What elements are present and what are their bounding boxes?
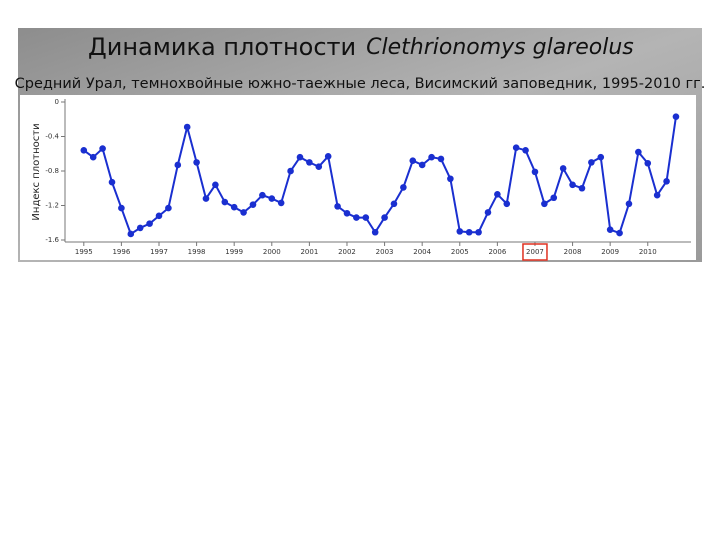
x-tick-label: 2008 [564, 248, 582, 256]
data-point [155, 212, 163, 220]
x-tick-label: 2001 [300, 248, 318, 256]
y-tick-label: 0 [55, 98, 59, 106]
data-point [306, 159, 313, 166]
y-axis-label: Индекс плотности [31, 123, 42, 220]
title-species: Clethrionomys glareolus [366, 35, 634, 60]
data-point [512, 144, 520, 152]
data-point [503, 200, 511, 208]
title: Динамика плотности Clethrionomys glareolu… [88, 33, 634, 61]
x-tick-label: 2003 [376, 248, 394, 256]
data-point [343, 209, 351, 217]
data-point [522, 147, 529, 154]
data-point [230, 203, 238, 211]
data-point [89, 153, 97, 161]
data-point [484, 209, 492, 216]
y-tick-label: -1.6 [45, 236, 59, 244]
data-point [597, 153, 605, 161]
x-tick-label: 2004 [413, 248, 431, 256]
x-tick-label: 2009 [601, 248, 619, 256]
plot-background [20, 95, 696, 260]
data-point [465, 228, 473, 236]
x-tick-label: 2006 [488, 248, 506, 256]
data-point [80, 147, 88, 154]
x-tick-label: 1998 [188, 248, 206, 256]
data-point [456, 228, 464, 235]
y-tick-label: -1.2 [45, 202, 59, 210]
data-point [165, 204, 172, 212]
data-point [588, 159, 595, 166]
data-point [428, 153, 435, 161]
data-point [259, 191, 266, 199]
y-tick-label: -0.8 [45, 167, 59, 175]
data-point [371, 228, 379, 236]
data-point [550, 194, 558, 202]
data-point [494, 190, 501, 198]
data-point [174, 161, 182, 169]
data-point [334, 203, 341, 210]
highlight-box [522, 243, 548, 261]
subtitle: Средний Урал, темнохвойные южно-таежные … [15, 76, 706, 92]
x-tick-label: 2007 [526, 248, 544, 256]
data-point [400, 184, 407, 191]
data-point [353, 214, 360, 221]
x-tick-label: 2002 [338, 248, 356, 256]
data-point [221, 198, 229, 206]
data-point [663, 178, 670, 185]
data-point [390, 200, 398, 208]
x-tick-label: 1995 [75, 248, 93, 256]
data-point [541, 200, 548, 208]
data-point [559, 165, 567, 172]
x-tick-label: 2010 [639, 248, 657, 256]
data-point [315, 163, 323, 170]
data-point [287, 167, 294, 175]
data-point [653, 191, 661, 199]
x-tick-label: 2005 [451, 248, 469, 256]
data-point [183, 123, 191, 131]
x-tick-label: 1996 [112, 248, 130, 256]
x-tick-label: 1999 [225, 248, 243, 256]
data-point [193, 159, 200, 166]
x-tick-label: 2000 [263, 248, 281, 256]
data-point [296, 153, 304, 161]
data-point [569, 181, 576, 189]
series-line [83, 116, 677, 236]
data-point [127, 230, 135, 238]
data-point [249, 201, 257, 208]
data-point [447, 175, 454, 183]
data-point [362, 214, 370, 221]
data-point [578, 184, 586, 192]
data-point [616, 229, 623, 237]
data-point [202, 195, 210, 202]
data-point [531, 168, 539, 176]
data-point [409, 157, 417, 164]
data-point [635, 148, 642, 156]
title-main: Динамика плотности [88, 33, 356, 61]
y-tick-label: -0.4 [45, 133, 59, 141]
data-point [437, 155, 445, 163]
data-point [475, 228, 482, 236]
data-point [118, 204, 125, 212]
data-point [324, 153, 332, 160]
data-point [212, 181, 219, 189]
data-point [136, 224, 144, 232]
x-tick-label: 1997 [150, 248, 168, 256]
data-point [672, 113, 680, 120]
plot: 0 -0.4 -0.8 -1.2 -1.6 1995 1996 1997 1998 1999 200… [45, 98, 691, 261]
data-point [99, 145, 106, 152]
data-point [381, 214, 388, 221]
data-point [277, 199, 285, 207]
data-point [625, 200, 633, 208]
data-point [268, 195, 276, 202]
data-point [146, 220, 153, 227]
data-point [644, 159, 652, 167]
data-point [418, 161, 426, 169]
data-point [606, 226, 614, 233]
data-point [240, 209, 247, 216]
data-point [108, 178, 116, 186]
